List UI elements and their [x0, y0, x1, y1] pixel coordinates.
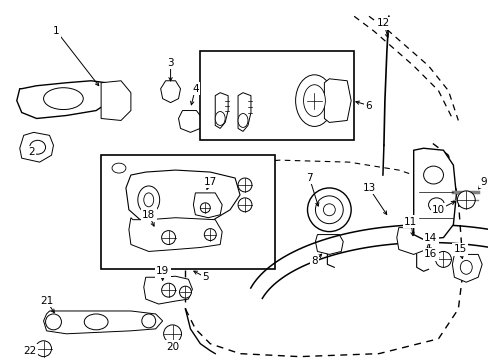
Ellipse shape [295, 75, 333, 126]
Polygon shape [397, 228, 431, 255]
Polygon shape [178, 111, 202, 132]
Text: 8: 8 [311, 256, 318, 266]
Polygon shape [194, 193, 222, 218]
Ellipse shape [215, 112, 225, 125]
Polygon shape [414, 148, 456, 239]
Text: 6: 6 [366, 100, 372, 111]
Text: 22: 22 [23, 346, 36, 356]
Polygon shape [452, 255, 482, 282]
Ellipse shape [460, 260, 472, 274]
Ellipse shape [424, 166, 443, 184]
Bar [200, 51, 354, 140]
Circle shape [238, 178, 252, 192]
Circle shape [162, 231, 175, 244]
Polygon shape [161, 81, 180, 103]
Polygon shape [126, 170, 240, 228]
Circle shape [46, 314, 61, 330]
Ellipse shape [303, 85, 325, 117]
Text: 1: 1 [53, 26, 60, 36]
Circle shape [200, 203, 210, 213]
Polygon shape [129, 218, 222, 251]
Circle shape [457, 191, 475, 209]
Text: 15: 15 [454, 244, 467, 255]
Ellipse shape [138, 186, 160, 214]
Circle shape [316, 196, 343, 224]
Ellipse shape [30, 140, 46, 154]
Text: 12: 12 [377, 18, 391, 28]
Ellipse shape [112, 163, 126, 173]
Text: 5: 5 [202, 272, 209, 282]
Circle shape [308, 188, 351, 231]
Polygon shape [144, 276, 193, 304]
Text: 21: 21 [40, 296, 53, 306]
Ellipse shape [84, 314, 108, 330]
Circle shape [307, 93, 322, 109]
Text: 10: 10 [432, 205, 445, 215]
Polygon shape [101, 81, 131, 121]
Text: 7: 7 [306, 173, 313, 183]
Circle shape [36, 341, 51, 357]
Circle shape [238, 198, 252, 212]
Ellipse shape [144, 193, 154, 207]
Polygon shape [44, 311, 163, 334]
Polygon shape [20, 132, 53, 162]
Polygon shape [215, 93, 228, 129]
Polygon shape [238, 93, 251, 131]
Text: 4: 4 [192, 84, 199, 94]
Bar [101, 155, 275, 269]
Text: 19: 19 [156, 266, 169, 276]
Text: 9: 9 [481, 177, 488, 187]
Circle shape [204, 229, 216, 240]
Polygon shape [17, 81, 113, 118]
Ellipse shape [429, 198, 444, 212]
Text: 16: 16 [424, 249, 437, 260]
Circle shape [323, 204, 335, 216]
Text: 11: 11 [404, 217, 417, 227]
Text: 13: 13 [363, 183, 376, 193]
Circle shape [142, 314, 156, 328]
Text: 18: 18 [142, 210, 155, 220]
Text: 17: 17 [204, 177, 217, 187]
Text: 20: 20 [166, 342, 179, 352]
Polygon shape [324, 79, 351, 122]
Circle shape [179, 286, 192, 298]
Ellipse shape [44, 88, 83, 109]
Text: 2: 2 [28, 147, 35, 157]
Circle shape [164, 325, 181, 343]
Polygon shape [316, 235, 343, 255]
Circle shape [162, 283, 175, 297]
Circle shape [436, 251, 451, 267]
Text: 3: 3 [167, 58, 174, 68]
Ellipse shape [238, 113, 248, 127]
Text: 14: 14 [424, 233, 437, 243]
